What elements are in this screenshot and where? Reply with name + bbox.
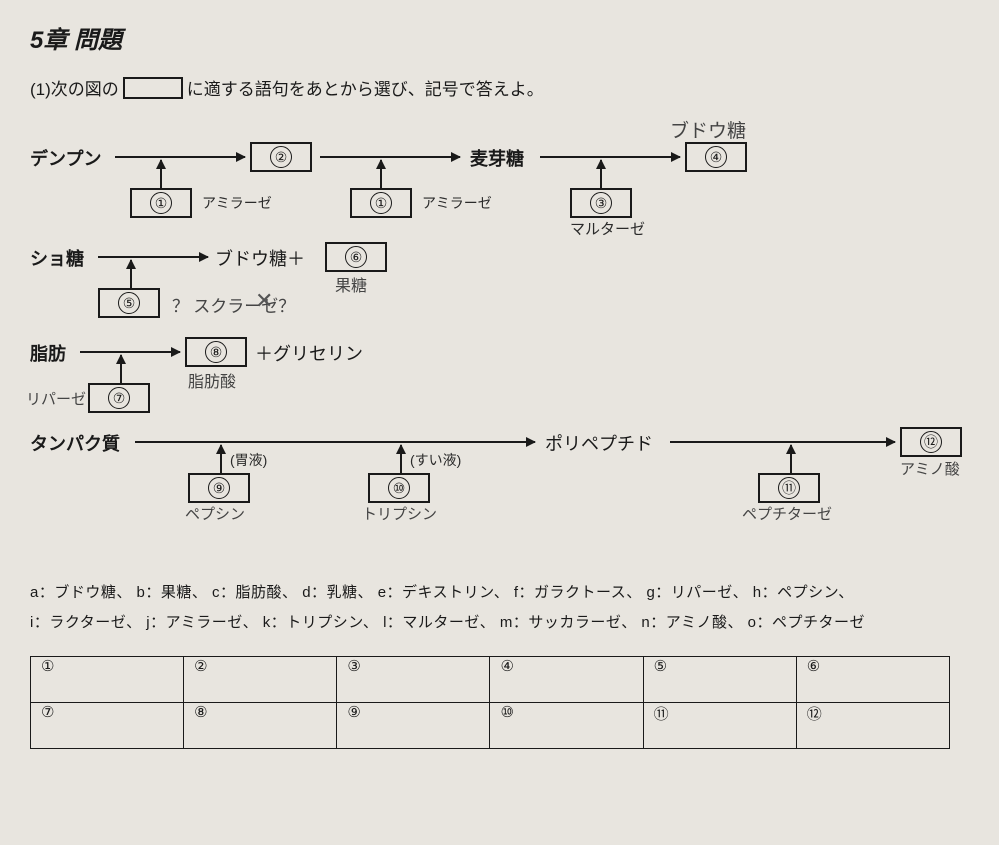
num-5: ⑤ [118,292,140,314]
handwritten-peptidase: ペプチターゼ [742,503,832,524]
instruction-suffix: に適する語句をあとから選び、記号で答えよ。 [187,75,544,100]
instruction-prefix: (1)次の図の [30,75,119,100]
arrow-icon [320,156,460,158]
blank-box-9: ⑨ [188,473,250,503]
blank-box-12: ⑫ [900,427,962,457]
answer-table: ① ② ③ ④ ⑤ ⑥ ⑦ ⑧ ⑨ ⑩ ⑪ ⑫ [30,656,950,749]
pancreatic-juice-note: (すい液) [410,450,461,470]
answer-options: a：ブドウ糖、 b：果糖、 c：脂肪酸、 d：乳糖、 e：デキストリン、 f：ガ… [30,578,969,638]
blank-box-1b: ① [350,188,412,218]
answer-cell-7[interactable]: ⑦ [31,703,184,749]
num-3: ③ [590,192,612,214]
num-10: ⑩ [388,477,410,499]
arrow-icon [135,441,535,443]
arrow-up-icon [790,445,792,473]
answer-cell-5[interactable]: ⑤ [643,657,796,703]
arrow-up-icon [160,160,162,188]
gastric-juice-note: (胃液) [230,450,267,470]
answer-cell-12[interactable]: ⑫ [796,703,949,749]
answer-cell-4[interactable]: ④ [490,657,643,703]
num-4: ④ [705,146,727,168]
num-1a: ① [150,192,172,214]
blank-box-5: ⑤ [98,288,160,318]
blank-box-7: ⑦ [88,383,150,413]
arrow-icon [540,156,680,158]
answer-cell-10[interactable]: ⑩ [490,703,643,749]
handwritten-trypsin: トリプシン [362,503,437,524]
answer-cell-1[interactable]: ① [31,657,184,703]
num-12: ⑫ [920,431,942,453]
arrow-icon [80,351,180,353]
glucose-plus-label: ブドウ糖＋ [215,245,305,271]
blank-box-2: ② [250,142,312,172]
arrow-icon [115,156,245,158]
maltase-note: マルターゼ [570,218,645,239]
handwritten-fatty-acid: 脂肪酸 [188,368,236,392]
amylase-note-b: アミラーゼ [422,193,492,213]
answer-cell-11[interactable]: ⑪ [643,703,796,749]
digestion-diagram: デンプン ② 麦芽糖 ④ ブドウ糖 ① アミラーゼ ① アミラーゼ ③ マルター… [30,120,969,570]
blank-box-11: ⑪ [758,473,820,503]
answer-cell-8[interactable]: ⑧ [184,703,337,749]
num-8: ⑧ [205,341,227,363]
sucrose-label: ショ糖 [30,245,84,271]
chapter-title: 5章 問題 [30,20,969,55]
handwritten-glucose: ブドウ糖 [670,116,746,143]
maltose-label: 麦芽糖 [470,145,524,171]
arrow-up-icon [380,160,382,188]
handwritten-pepsin: ペプシン [185,503,245,524]
answer-cell-2[interactable]: ② [184,657,337,703]
arrow-up-icon [600,160,602,188]
blank-box-icon [123,77,183,99]
handwritten-sucrase: ？ スクラーゼ？ [172,292,295,317]
num-1b: ① [370,192,392,214]
fat-label: 脂肪 [30,340,66,366]
options-line-1: a：ブドウ糖、 b：果糖、 c：脂肪酸、 d：乳糖、 e：デキストリン、 f：ガ… [30,578,969,608]
num-7: ⑦ [108,387,130,409]
arrow-icon [98,256,208,258]
num-9: ⑨ [208,477,230,499]
protein-label: タンパク質 [30,430,120,456]
instruction-line: (1)次の図の に適する語句をあとから選び、記号で答えよ。 [30,75,969,100]
cross-out-icon: ✕ [255,288,273,314]
blank-box-8: ⑧ [185,337,247,367]
blank-box-1a: ① [130,188,192,218]
polypeptide-label: ポリペプチド [545,430,653,456]
arrow-icon [670,441,895,443]
arrow-up-icon [120,355,122,383]
handwritten-fructose: 果糖 [335,272,367,296]
answer-cell-9[interactable]: ⑨ [337,703,490,749]
options-line-2: i：ラクターゼ、 j：アミラーゼ、 k：トリプシン、 l：マルターゼ、 m：サッ… [30,608,969,638]
num-11: ⑪ [778,477,800,499]
answer-cell-3[interactable]: ③ [337,657,490,703]
arrow-up-icon [400,445,402,473]
blank-box-6: ⑥ [325,242,387,272]
plus-glycerin-label: ＋グリセリン [255,340,363,366]
arrow-up-icon [130,260,132,288]
starch-label: デンプン [30,145,101,171]
amylase-note-a: アミラーゼ [202,193,272,213]
arrow-up-icon [220,445,222,473]
num-6: ⑥ [345,246,367,268]
handwritten-lipase: リパーゼ [26,388,86,409]
blank-box-3: ③ [570,188,632,218]
answer-cell-6[interactable]: ⑥ [796,657,949,703]
blank-box-4: ④ [685,142,747,172]
handwritten-amino-acid: アミノ酸 [900,458,960,479]
blank-box-10: ⑩ [368,473,430,503]
num-2: ② [270,146,292,168]
